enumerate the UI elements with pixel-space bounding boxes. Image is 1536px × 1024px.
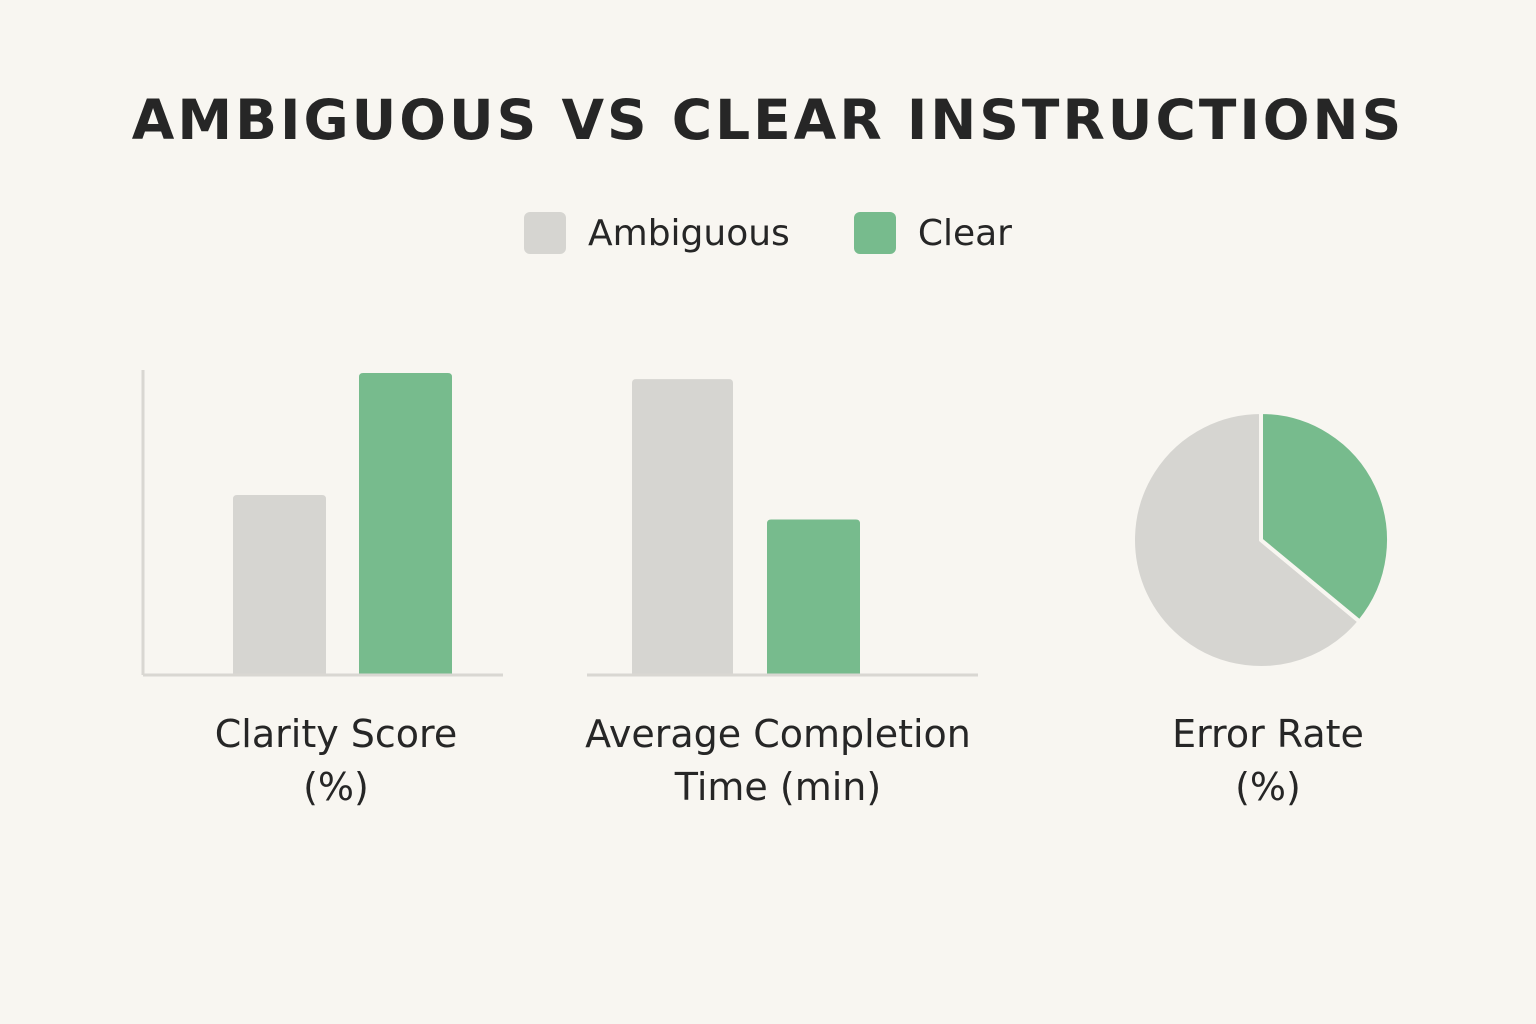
chart-label-line: Time (min): [674, 765, 882, 809]
legend-swatch-clear: [853, 212, 896, 254]
chart-title: AMBIGUOUS VS CLEAR INSTRUCTIONS: [131, 88, 1405, 152]
chart-label-line: (%): [303, 765, 369, 809]
bar-clear: [767, 519, 860, 675]
pie-slice-ambiguous: [1131, 410, 1362, 670]
legend-label-clear: Clear: [917, 212, 1012, 254]
chart-label-line: Clarity Score: [214, 712, 458, 756]
chart-label-line: (%): [1235, 765, 1301, 809]
bar-clear: [359, 373, 452, 675]
legend-item-ambiguous: Ambiguous: [524, 212, 790, 254]
bar-ambiguous: [233, 495, 326, 675]
chart-label-completion-time: Average Completion Time (min): [548, 708, 1008, 814]
chart-label-line: Average Completion: [585, 712, 971, 756]
chart-label-error-rate: Error Rate (%): [1038, 708, 1498, 814]
legend-item-clear: Clear: [853, 212, 1012, 254]
legend-swatch-ambiguous: [524, 212, 566, 254]
legend: Ambiguous Clear: [0, 212, 1536, 254]
chart-label-clarity-score: Clarity Score (%): [106, 708, 566, 814]
bar-ambiguous: [632, 379, 733, 675]
legend-label-ambiguous: Ambiguous: [588, 212, 790, 254]
pie-slice-clear: [1259, 410, 1391, 624]
chart-label-line: Error Rate: [1172, 712, 1364, 756]
